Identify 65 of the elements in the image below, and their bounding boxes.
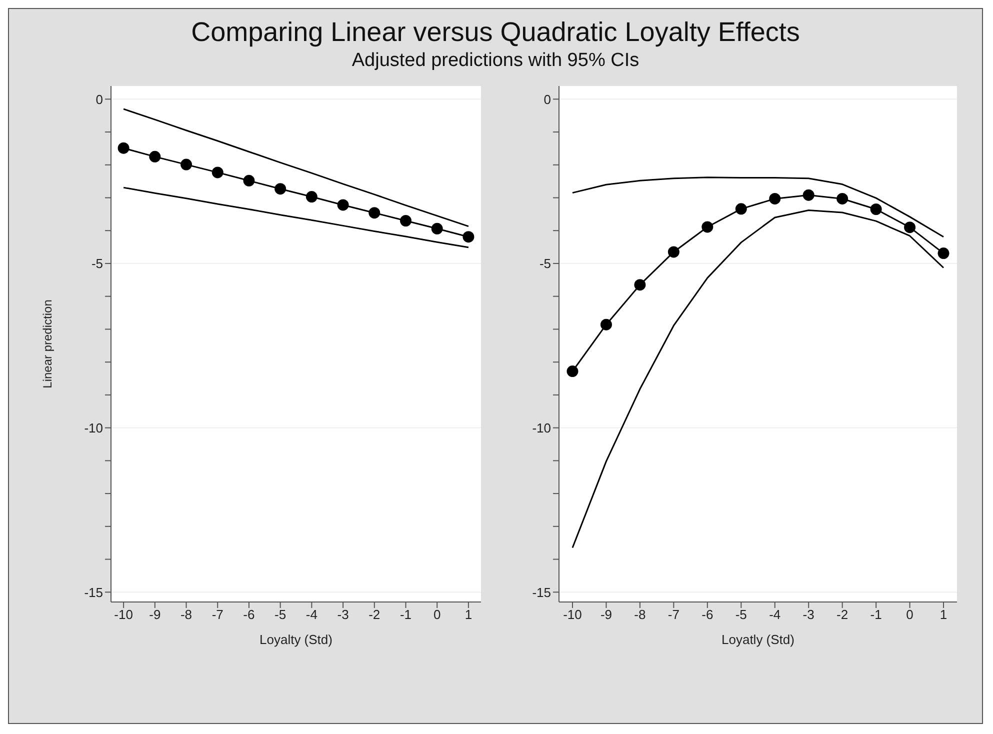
point bbox=[566, 366, 578, 378]
x-tick-label: 1 bbox=[464, 607, 472, 622]
y-tick-label: -5 bbox=[90, 256, 102, 272]
point bbox=[600, 318, 612, 330]
point bbox=[305, 191, 317, 203]
point bbox=[242, 174, 254, 186]
point bbox=[117, 142, 129, 154]
point bbox=[836, 192, 848, 204]
x-tick-label: -3 bbox=[336, 607, 348, 622]
x-tick-label: -1 bbox=[870, 607, 882, 622]
point bbox=[336, 199, 348, 211]
x-tick-label: -2 bbox=[368, 607, 380, 622]
point bbox=[870, 204, 882, 215]
x-tick-label: -8 bbox=[180, 607, 192, 622]
point bbox=[368, 207, 380, 219]
point bbox=[937, 248, 949, 260]
point bbox=[768, 192, 780, 204]
x-tick-label: -5 bbox=[274, 607, 286, 622]
point bbox=[148, 150, 160, 162]
point bbox=[430, 222, 442, 234]
line-series bbox=[571, 176, 944, 238]
point bbox=[180, 158, 192, 170]
x-tick-label: 0 bbox=[906, 607, 913, 622]
x-tick-label: -7 bbox=[667, 607, 679, 622]
point bbox=[399, 215, 411, 226]
point bbox=[734, 203, 746, 215]
point bbox=[667, 246, 679, 258]
y-tick-label: -10 bbox=[84, 420, 102, 436]
y-tick-label: 0 bbox=[95, 92, 102, 107]
x-tick-label: -2 bbox=[836, 607, 848, 622]
line-series bbox=[122, 108, 469, 228]
point bbox=[211, 166, 223, 178]
point bbox=[634, 279, 646, 291]
x-tick-label: 1 bbox=[939, 607, 947, 622]
point bbox=[274, 183, 286, 195]
x-tick-label: -6 bbox=[701, 607, 713, 622]
x-tick-label: -5 bbox=[734, 607, 746, 622]
point bbox=[701, 221, 713, 233]
y-tick-label: -10 bbox=[532, 420, 550, 436]
x-tick-label: -4 bbox=[768, 607, 780, 622]
x-axis-title: Loyatly (Std) bbox=[721, 632, 794, 647]
line-series bbox=[122, 186, 469, 248]
x-tick-label: -6 bbox=[242, 607, 254, 622]
x-tick-label: 0 bbox=[432, 607, 440, 622]
y-tick-label: -15 bbox=[84, 584, 102, 600]
x-tick-label: -8 bbox=[634, 607, 646, 622]
x-tick-label: -4 bbox=[305, 607, 317, 622]
x-tick-label: -7 bbox=[211, 607, 223, 622]
y-axis-title: Linear prediction bbox=[40, 300, 54, 388]
line-series bbox=[571, 209, 944, 549]
x-tick-label: -10 bbox=[562, 607, 582, 622]
x-tick-label: -3 bbox=[802, 607, 814, 622]
point bbox=[904, 222, 916, 234]
y-tick-label: 0 bbox=[543, 92, 550, 107]
y-tick-label: -15 bbox=[532, 584, 550, 600]
y-tick-label: -5 bbox=[538, 256, 550, 272]
x-axis-title: Loyalty (Std) bbox=[259, 632, 332, 647]
chart-subtitle: Adjusted predictions with 95% CIs bbox=[350, 50, 640, 72]
x-tick-label: -9 bbox=[600, 607, 612, 622]
point bbox=[462, 231, 474, 243]
x-tick-label: -9 bbox=[148, 607, 160, 622]
point bbox=[802, 189, 814, 201]
x-tick-label: -10 bbox=[114, 607, 132, 622]
chart-title: Comparing Linear versus Quadratic Loyalty Effects bbox=[190, 17, 801, 48]
x-tick-label: -1 bbox=[399, 607, 412, 622]
